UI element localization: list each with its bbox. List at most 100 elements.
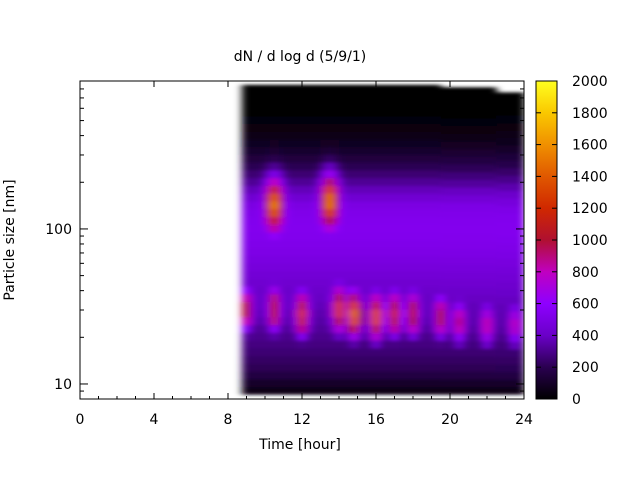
heatmap-cell	[320, 154, 326, 163]
heatmap-cell	[255, 84, 261, 94]
heatmap-cell	[491, 309, 497, 319]
heatmap-cell	[426, 309, 433, 318]
heatmap-cell	[352, 138, 359, 148]
heatmap-cell	[413, 154, 419, 163]
heatmap-cell	[329, 200, 335, 210]
heatmap-cell	[315, 131, 322, 140]
heatmap-cell	[403, 146, 409, 156]
heatmap-cell	[274, 177, 280, 186]
heatmap-cell	[306, 386, 312, 395]
heatmap-cell	[376, 247, 382, 256]
heatmap-cell	[371, 154, 377, 163]
heatmap-cell	[371, 386, 377, 395]
heatmap-cell	[505, 386, 511, 395]
heatmap-cell	[246, 301, 252, 310]
heatmap-cell	[491, 133, 497, 142]
heatmap-cell	[436, 169, 442, 179]
heatmap-cell	[491, 294, 497, 303]
heatmap-cell	[519, 99, 524, 109]
heatmap-cell	[500, 115, 507, 124]
heatmap-cell	[473, 256, 479, 265]
heatmap-cell	[389, 386, 396, 395]
heatmap-cell	[255, 162, 261, 171]
heatmap-cell	[241, 185, 248, 194]
heatmap-cell	[399, 92, 405, 101]
heatmap-cell	[385, 254, 391, 264]
heatmap-cell	[334, 355, 340, 364]
heatmap-cell	[403, 92, 409, 101]
heatmap-cell	[311, 239, 317, 248]
heatmap-cell	[366, 224, 372, 233]
heatmap-cell	[496, 115, 502, 124]
heatmap-cell	[246, 115, 252, 125]
heatmap-cell	[436, 224, 442, 233]
heatmap-cell	[417, 254, 423, 264]
heatmap-cell	[329, 185, 335, 194]
heatmap-cell	[440, 179, 446, 188]
heatmap-cell	[463, 317, 470, 326]
heatmap-cell	[320, 347, 326, 357]
heatmap-cell	[440, 217, 446, 226]
heatmap-cell	[389, 92, 396, 101]
heatmap-cell	[380, 146, 386, 156]
heatmap-cell	[302, 162, 308, 171]
heatmap-cell	[274, 285, 280, 295]
heatmap-cell	[500, 182, 507, 192]
heatmap-cell	[496, 198, 502, 207]
heatmap-cell	[505, 311, 511, 320]
heatmap-cell	[265, 332, 271, 341]
heatmap-cell	[348, 231, 354, 241]
heatmap-cell	[408, 224, 414, 233]
heatmap-cell	[403, 324, 409, 333]
heatmap-cell	[241, 131, 248, 140]
heatmap-cell	[463, 179, 470, 188]
heatmap-cell	[431, 123, 437, 132]
heatmap-cell	[260, 270, 266, 279]
heatmap-cell	[487, 94, 493, 104]
heatmap-cell	[440, 286, 446, 295]
heatmap-cell	[265, 162, 271, 171]
heatmap-cell	[315, 92, 322, 101]
heatmap-cell	[288, 340, 294, 349]
x-axis-label: Time [hour]	[258, 437, 341, 453]
heatmap-cell	[246, 340, 252, 349]
heatmap-cell	[436, 301, 442, 310]
heatmap-cell	[477, 325, 483, 334]
heatmap-cell	[510, 213, 516, 222]
heatmap-cell	[500, 318, 507, 327]
heatmap-cell	[477, 179, 483, 188]
x-tick-label: 16	[367, 412, 385, 428]
heatmap-cell	[477, 217, 483, 226]
heatmap-cell	[348, 347, 354, 357]
heatmap-cell	[241, 115, 248, 125]
heatmap-cell	[297, 301, 303, 310]
heatmap-cell	[260, 309, 266, 318]
heatmap-cell	[380, 123, 386, 132]
heatmap-cell	[510, 303, 516, 312]
heatmap-cell	[269, 316, 275, 326]
heatmap-cell	[394, 169, 400, 179]
heatmap-cell	[422, 200, 428, 210]
heatmap-cell	[431, 293, 437, 302]
heatmap-cell	[306, 216, 312, 225]
heatmap-cell	[329, 270, 335, 279]
heatmap-cell	[297, 239, 303, 248]
heatmap-cell	[385, 293, 391, 302]
x-axis: 0 4 8 12 16 20 24	[76, 81, 533, 428]
heatmap-cell	[302, 370, 308, 380]
heatmap-cell	[445, 309, 451, 319]
heatmap-cell	[306, 200, 312, 210]
heatmap-cell	[348, 216, 354, 225]
heatmap-cell	[408, 386, 414, 395]
heatmap-cell	[329, 278, 335, 287]
heatmap-cell	[362, 185, 368, 194]
heatmap-cell	[394, 285, 400, 295]
heatmap-cell	[315, 332, 322, 341]
heatmap-cell	[371, 84, 377, 94]
heatmap-cell	[269, 224, 275, 233]
heatmap-cell	[385, 363, 391, 372]
heatmap-cell	[440, 202, 446, 211]
heatmap-cell	[348, 332, 354, 341]
heatmap-cell	[496, 137, 502, 146]
heatmap-cell	[265, 123, 271, 132]
